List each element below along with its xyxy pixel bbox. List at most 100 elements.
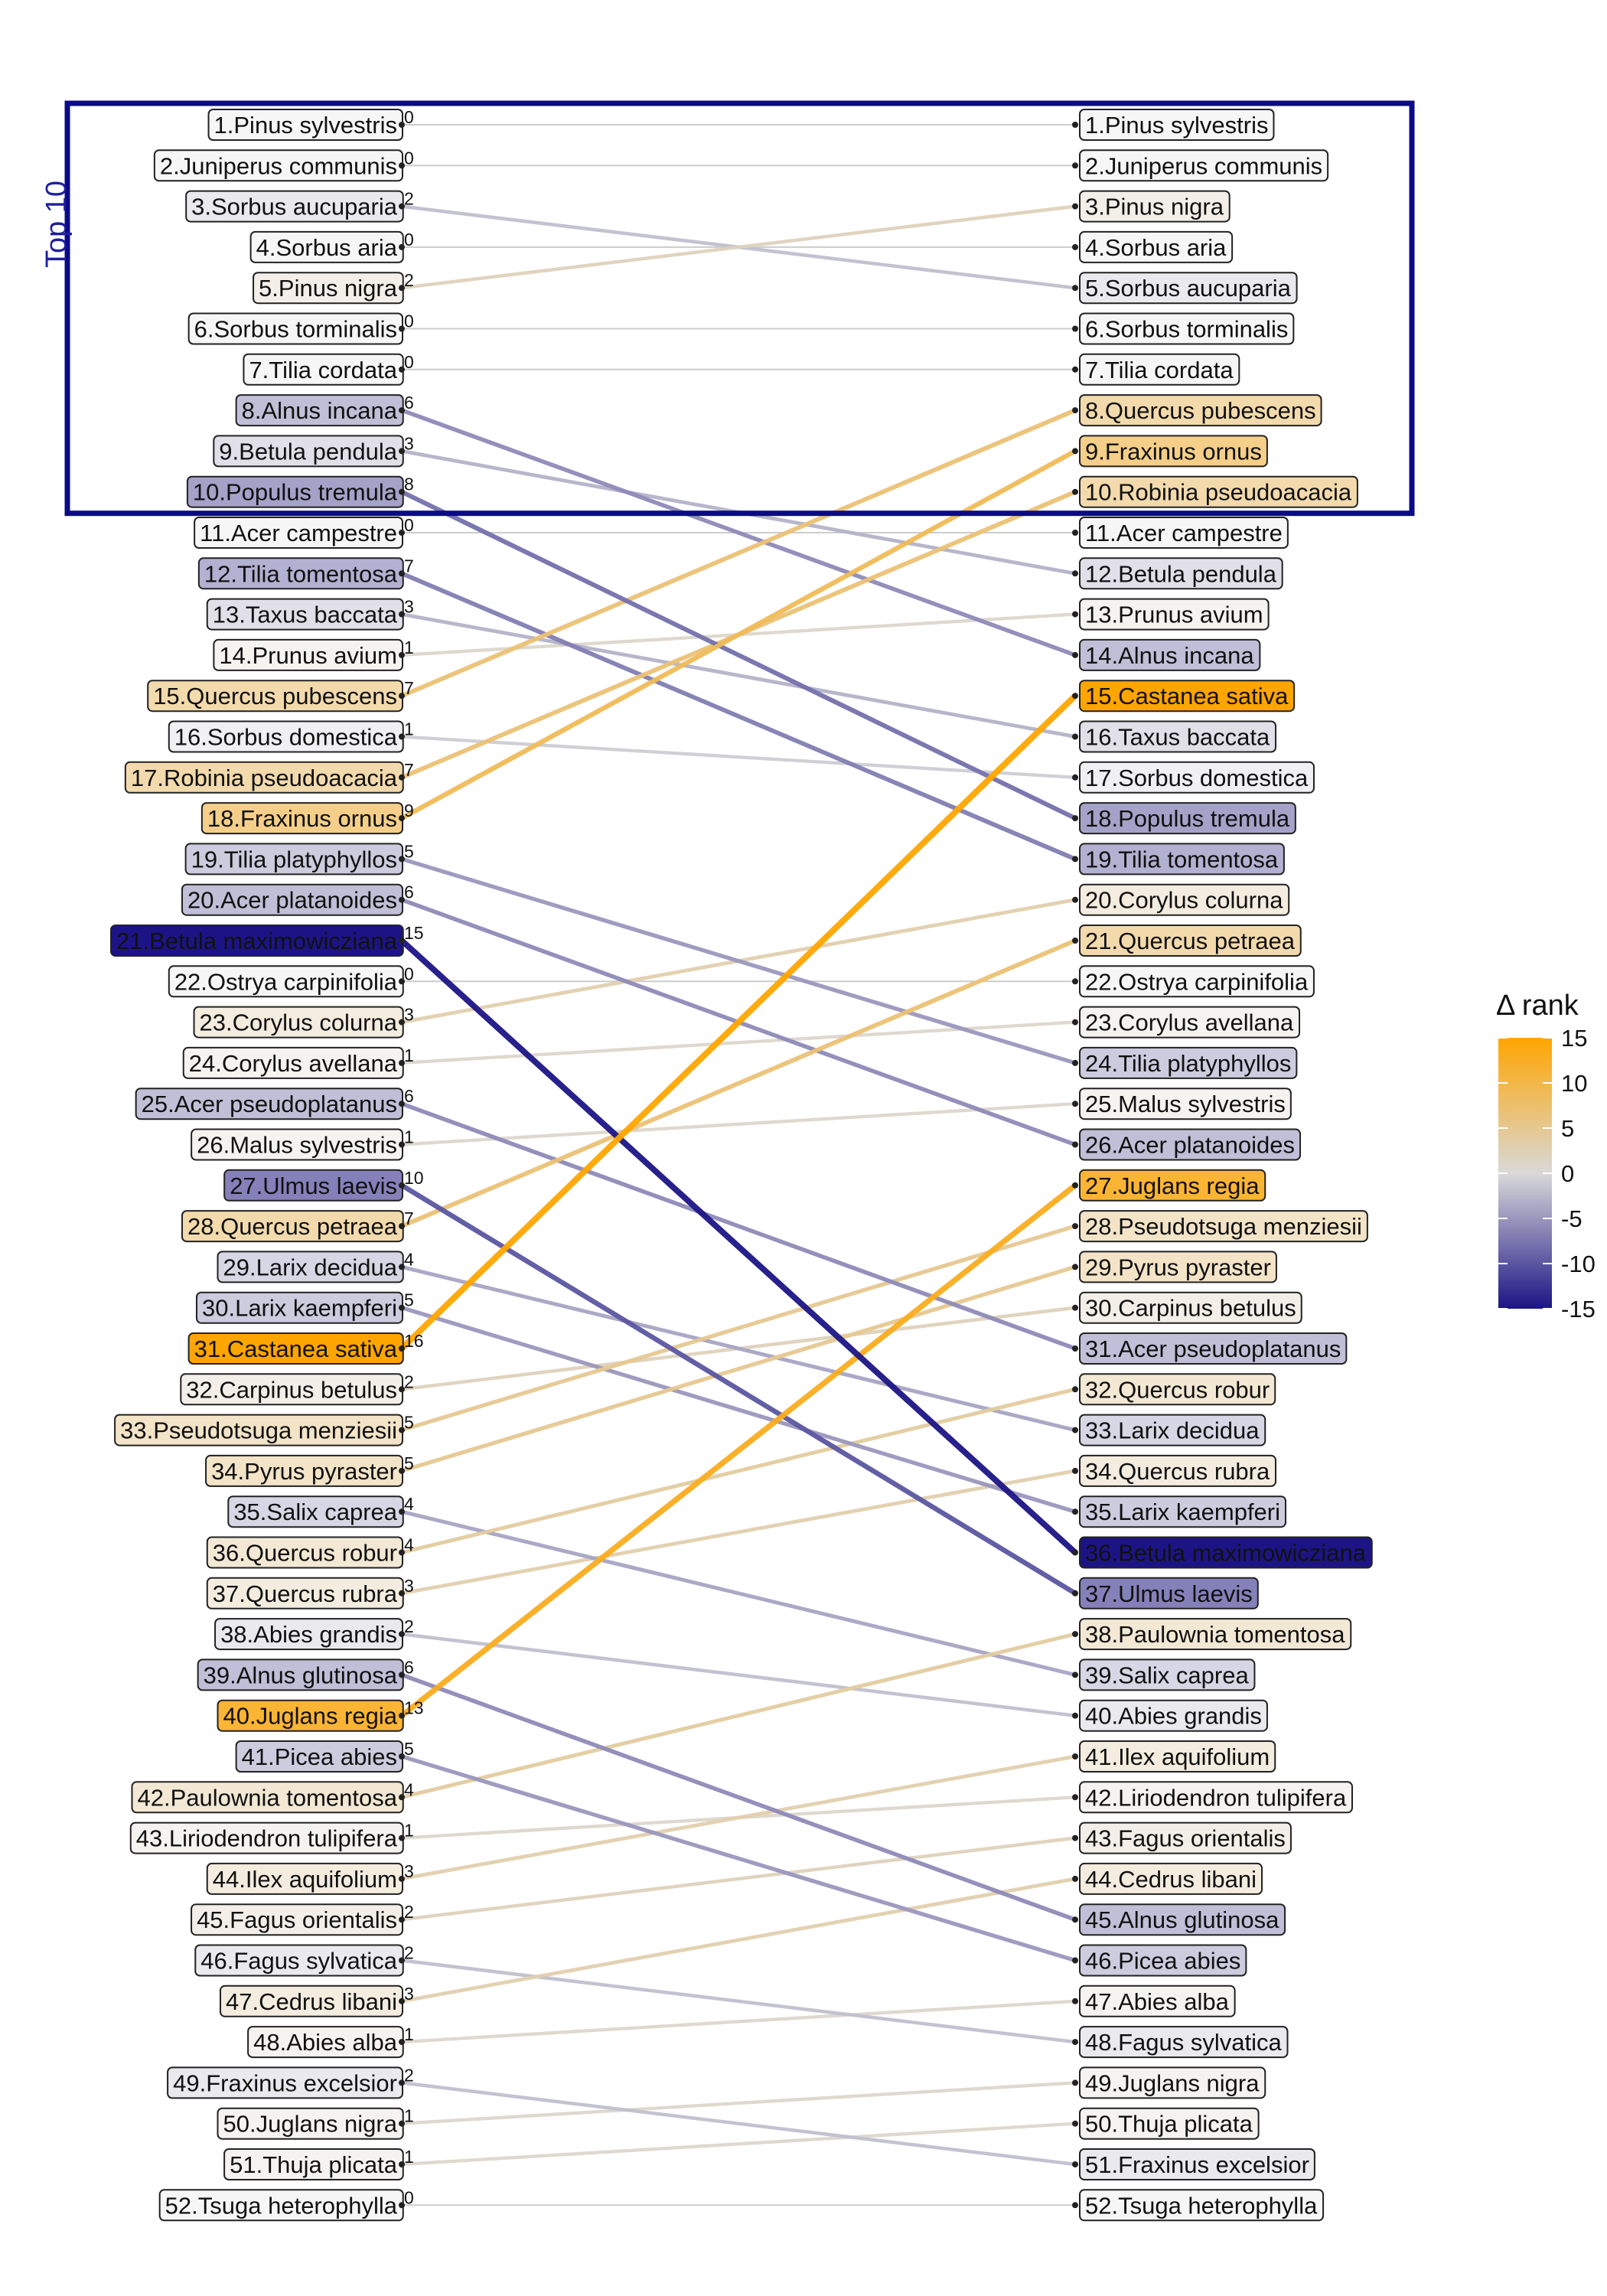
right-point [1072, 570, 1078, 577]
legend-title: Δ rank [1496, 990, 1579, 1022]
right-label-text: 11.Acer campestre [1085, 520, 1283, 546]
left-label-10: 10.Populus tremula [186, 475, 405, 508]
left-label-14: 14.Prunus avium [213, 638, 405, 671]
delta-label: 1 [404, 2147, 414, 2167]
right-label-box [1079, 475, 1358, 508]
delta-label: 4 [404, 1494, 414, 1514]
rank-line-betula-maximowicziana [399, 938, 1077, 1555]
left-point [399, 162, 405, 169]
right-label-box [1079, 312, 1295, 345]
right-label-box [1079, 1862, 1263, 1895]
right-label-box [1079, 761, 1315, 794]
left-point [399, 1549, 405, 1556]
left-point [399, 1141, 405, 1148]
delta-label: 3 [404, 1005, 414, 1025]
left-label-text: 36.Quercus robur [213, 1540, 397, 1567]
left-label-5: 5.Pinus nigra [253, 272, 405, 305]
right-label-box [1079, 190, 1231, 223]
right-point [1072, 651, 1078, 658]
right-point [1072, 1019, 1078, 1026]
right-label-23: 23.Corylus avellana [1072, 1006, 1301, 1039]
left-point [399, 611, 405, 618]
legend-tick-label: -15 [1561, 1296, 1596, 1322]
right-label-14: 14.Alnus incana [1072, 638, 1261, 671]
right-label-36: 36.Betula maximowicziana [1072, 1536, 1373, 1569]
right-label-text: 35.Larix kaempferi [1085, 1499, 1280, 1525]
right-label-box [1079, 1618, 1352, 1651]
left-label-text: 13.Taxus baccata [213, 602, 398, 628]
left-label-41: 41.Picea abies [235, 1740, 405, 1773]
left-point [399, 285, 405, 292]
right-label-text: 47.Abies alba [1085, 1988, 1230, 2015]
right-label-38: 38.Paulownia tomentosa [1072, 1618, 1352, 1651]
left-label-text: 25.Acer pseudoplatanus [142, 1091, 397, 1117]
right-label-box [1079, 843, 1285, 876]
right-label-5: 5.Sorbus aucuparia [1072, 272, 1298, 305]
delta-label: 9 [404, 801, 414, 820]
right-point [1072, 366, 1078, 373]
left-point [399, 448, 405, 455]
left-label-34: 34.Pyrus pyraster [205, 1454, 405, 1487]
left-label-text: 18.Fraxinus ornus [207, 805, 397, 832]
right-label-text: 24.Tilia platyphyllos [1085, 1050, 1291, 1077]
left-label-text: 6.Sorbus torminalis [194, 316, 397, 343]
left-label-text: 23.Corylus colurna [200, 1009, 398, 1036]
left-label-20: 20.Acer platanoides [181, 883, 405, 916]
left-label-text: 14.Prunus avium [219, 642, 397, 669]
right-label-52: 52.Tsuga heterophylla [1072, 2189, 1325, 2222]
left-point [399, 2039, 405, 2046]
left-label-text: 11.Acer campestre [200, 520, 397, 546]
right-point [1072, 407, 1078, 414]
left-label-23: 23.Corylus colurna [193, 1006, 405, 1039]
right-label-text: 42.Liriodendron tulipifera [1085, 1784, 1347, 1811]
rank-line-sorbus-domestica [401, 735, 1076, 779]
left-label-30: 30.Larix kaempferi [195, 1291, 405, 1324]
right-label-text: 4.Sorbus aria [1085, 234, 1227, 261]
right-label-47: 47.Abies alba [1072, 1985, 1236, 2017]
right-point [1072, 1835, 1078, 1841]
right-point [1072, 2120, 1078, 2127]
left-point [399, 570, 405, 577]
right-label-7: 7.Tilia cordata [1072, 353, 1240, 386]
right-label-51: 51.Fraxinus excelsior [1072, 2148, 1315, 2180]
left-label-text: 4.Sorbus aria [256, 234, 398, 261]
right-label-1: 1.Pinus sylvestris [1072, 109, 1275, 141]
rank-line-fagus-sylvatica [401, 1958, 1076, 2044]
delta-label: 13 [404, 1698, 424, 1718]
right-label-box [1079, 1210, 1368, 1243]
left-label-28: 28.Quercus petraea [181, 1210, 405, 1243]
rank-line-fraxinus-ornus [400, 448, 1077, 820]
left-label-text: 30.Larix kaempferi [202, 1295, 397, 1322]
left-label-16: 16.Sorbus domestica [168, 720, 405, 753]
right-label-text: 13.Prunus avium [1085, 602, 1263, 628]
left-label-text: 15.Quercus pubescens [153, 683, 397, 709]
left-point [399, 815, 405, 822]
left-point [399, 1223, 405, 1230]
right-label-48: 48.Fagus sylvatica [1072, 2026, 1289, 2059]
left-label-52: 52.Tsuga heterophylla [158, 2189, 405, 2222]
left-point [399, 1019, 405, 1026]
delta-label: 7 [404, 556, 414, 576]
right-point [1072, 243, 1078, 250]
right-point [1072, 1467, 1078, 1474]
left-label-text: 2.Juniperus communis [160, 152, 397, 179]
legend-tick-label: 10 [1561, 1070, 1587, 1097]
left-point [399, 1916, 405, 1923]
right-label-box [1079, 1046, 1298, 1079]
right-point [1072, 1304, 1078, 1311]
delta-label: 1 [404, 1127, 414, 1147]
right-label-45: 45.Alnus glutinosa [1072, 1903, 1286, 1936]
right-point [1072, 325, 1078, 332]
left-point [399, 774, 405, 781]
right-label-8: 8.Quercus pubescens [1072, 394, 1322, 427]
right-label-31: 31.Acer pseudoplatanus [1072, 1332, 1348, 1365]
right-label-33: 33.Larix decidua [1072, 1414, 1266, 1446]
left-label-46: 46.Fagus sylvatica [194, 1944, 405, 1977]
delta-label: 5 [404, 1413, 414, 1433]
right-label-37: 37.Ulmus laevis [1072, 1577, 1259, 1609]
left-point [399, 651, 405, 658]
top-10-highlight-box [64, 100, 1415, 517]
rank-line-pinus-nigra [401, 204, 1076, 290]
right-label-text: 20.Corylus colurna [1085, 887, 1283, 914]
